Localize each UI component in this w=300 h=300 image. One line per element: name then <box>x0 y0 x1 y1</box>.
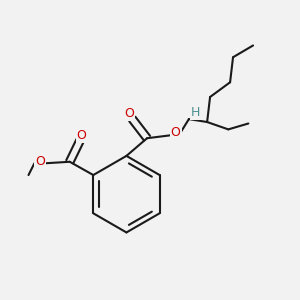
Text: O: O <box>35 155 45 168</box>
Text: O: O <box>76 129 86 142</box>
Text: O: O <box>171 126 181 140</box>
Text: H: H <box>191 106 201 119</box>
Text: O: O <box>124 107 134 120</box>
